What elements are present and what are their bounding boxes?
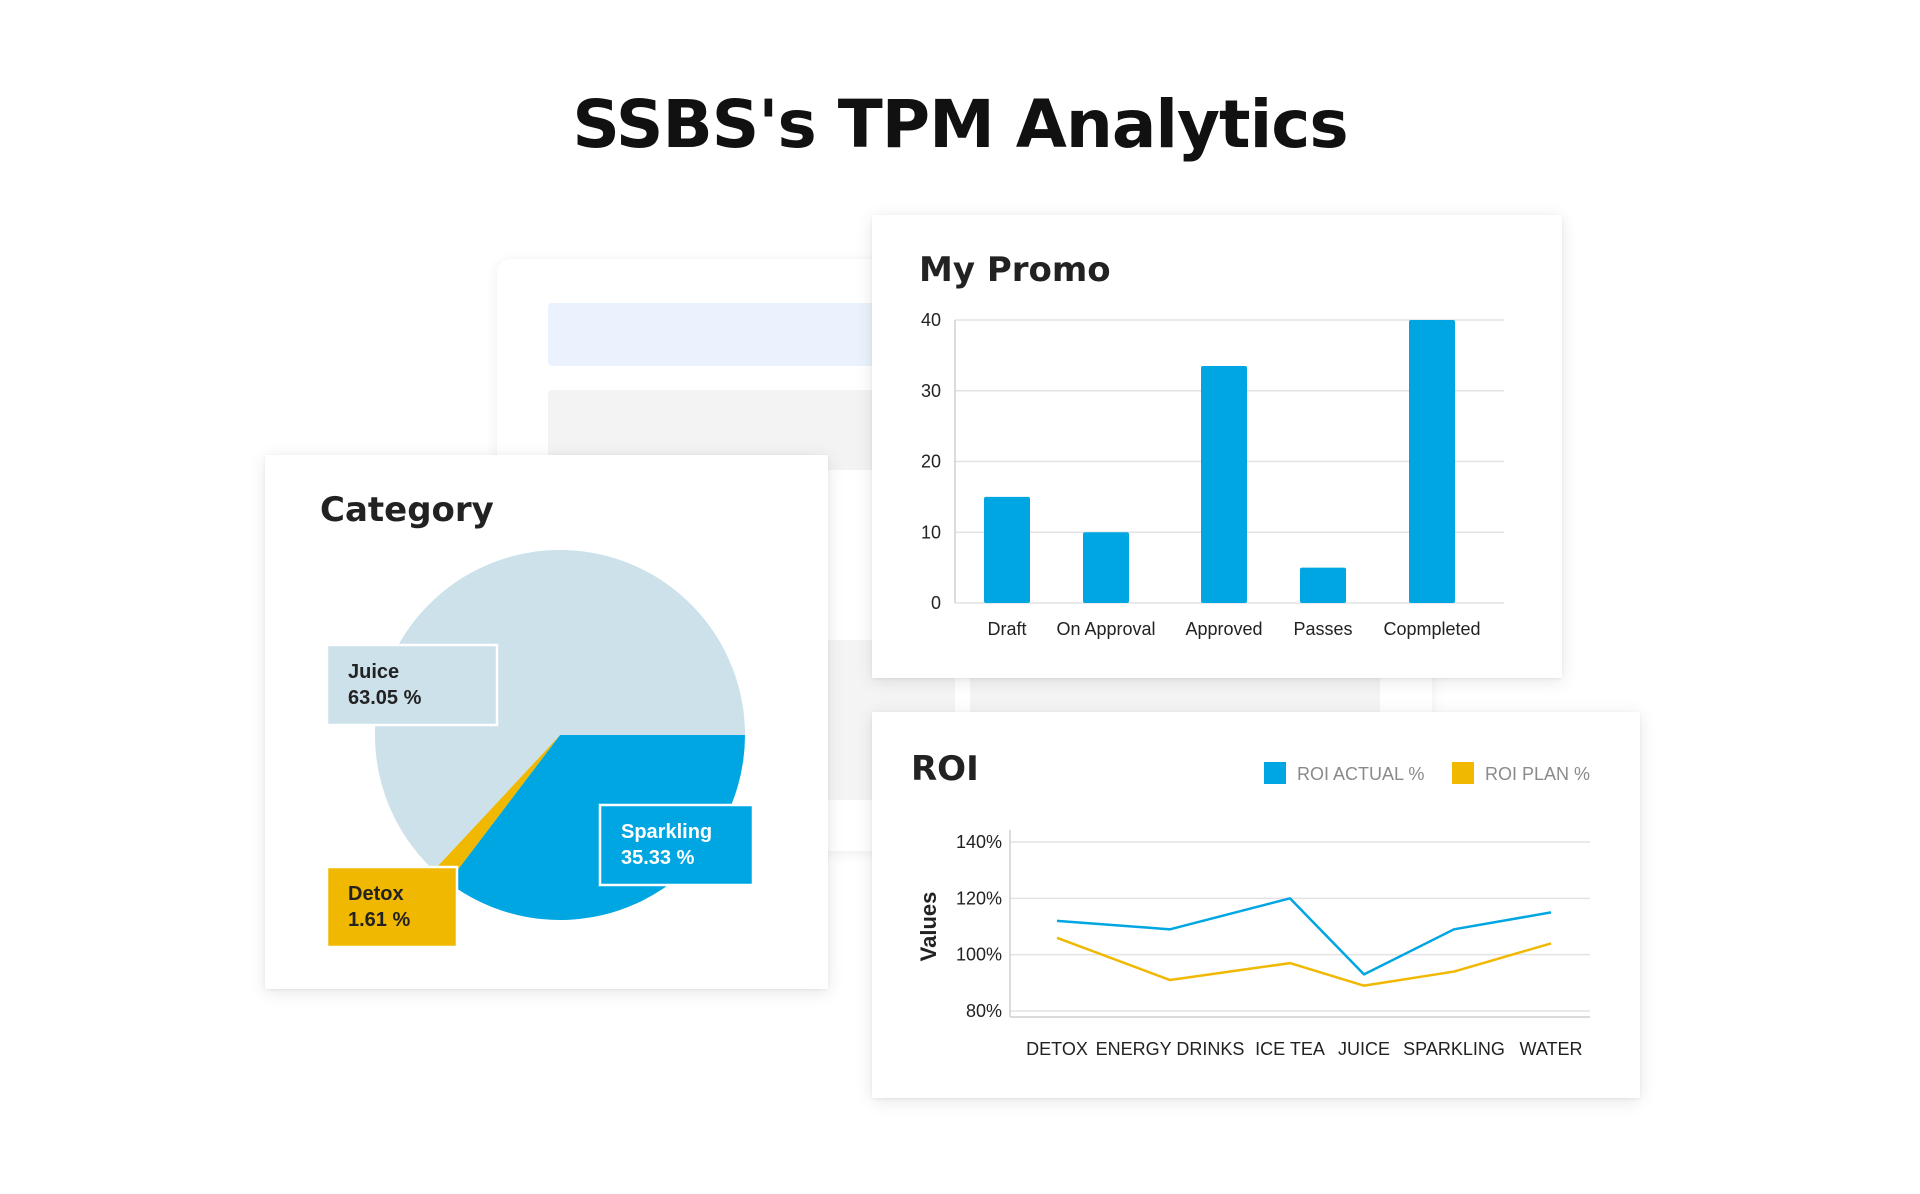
roi-y-axis-label: Values	[916, 892, 941, 962]
roi-ytick-label: 100%	[956, 945, 1002, 965]
my-promo-card: My Promo 0 10 20 30 40 Draft On Approval Approv…	[872, 215, 1562, 678]
roi-xtick-label: WATER	[1520, 1039, 1583, 1059]
roi-xtick-label: SPARKLING	[1403, 1039, 1505, 1059]
bar-xtick-label: Draft	[987, 619, 1026, 639]
bar-copmpleted	[1409, 320, 1455, 603]
bar-xtick-label: Copmpleted	[1383, 619, 1480, 639]
bar-ytick-label: 30	[921, 381, 941, 401]
bar-ytick-label: 0	[931, 593, 941, 613]
bar-xtick-label: On Approval	[1056, 619, 1155, 639]
bar-on-approval	[1083, 532, 1129, 603]
pie-value-detox: 1.61 %	[348, 909, 410, 931]
category-card: Category Juice 63.05 % Sparkling 35.33 % Det…	[265, 455, 828, 989]
roi-ytick-label: 140%	[956, 832, 1002, 852]
roi-legend-swatch	[1452, 762, 1474, 784]
pie-value-juice: 63.05 %	[348, 687, 422, 709]
roi-xtick-label: ICE TEA	[1255, 1039, 1325, 1059]
pie-label-sparkling: Sparkling	[621, 821, 712, 843]
bar-ytick-label: 10	[921, 522, 941, 542]
bar-xtick-label: Approved	[1185, 619, 1262, 639]
bar-ytick-label: 20	[921, 452, 941, 472]
roi-ytick-label: 80%	[966, 1001, 1002, 1021]
pie-label-box-detox	[325, 865, 459, 949]
roi-line-chart: 80% 100% 120% 140% Values DETOX ENERGY DRINKS I…	[916, 762, 1590, 1059]
category-title: Category	[320, 490, 494, 530]
roi-series-line-actual	[1056, 897, 1552, 976]
category-pie-chart: Juice 63.05 % Sparkling 35.33 % Detox 1.61 %	[325, 550, 755, 949]
bar-draft	[984, 496, 1030, 603]
bar-passes	[1300, 567, 1346, 603]
bar-ytick-label: 40	[921, 310, 941, 330]
roi-ytick-label: 120%	[956, 888, 1002, 908]
pie-label-box-sparkling	[598, 803, 755, 887]
my-promo-bar-chart: 0 10 20 30 40 Draft On Approval Approved Passes C…	[921, 310, 1504, 639]
roi-series-line-plan	[1056, 936, 1552, 987]
roi-legend-swatch	[1264, 762, 1286, 784]
roi-title: ROI	[911, 749, 979, 789]
my-promo-title: My Promo	[919, 250, 1111, 290]
roi-legend-label: ROI ACTUAL %	[1297, 764, 1424, 784]
roi-legend-label: ROI PLAN %	[1485, 764, 1590, 784]
bar-xtick-label: Passes	[1293, 619, 1352, 639]
pie-value-sparkling: 35.33 %	[621, 847, 695, 869]
pie-slice-juice	[375, 550, 745, 871]
roi-card: ROI 80% 100% 120% 140% Values DETOX ENERGY DRI…	[872, 712, 1640, 1098]
pie-slice-detox	[433, 735, 560, 883]
roi-xtick-label: JUICE	[1338, 1039, 1390, 1059]
page-title: SSBS's TPM Analytics	[572, 86, 1348, 163]
roi-xtick-label: ENERGY DRINKS	[1096, 1039, 1245, 1059]
roi-xtick-label: DETOX	[1026, 1039, 1088, 1059]
bar-approved	[1201, 365, 1247, 603]
pie-label-juice: Juice	[348, 661, 399, 683]
pie-label-detox: Detox	[348, 883, 404, 905]
pie-label-box-juice	[325, 643, 499, 727]
background-bar	[548, 303, 928, 366]
